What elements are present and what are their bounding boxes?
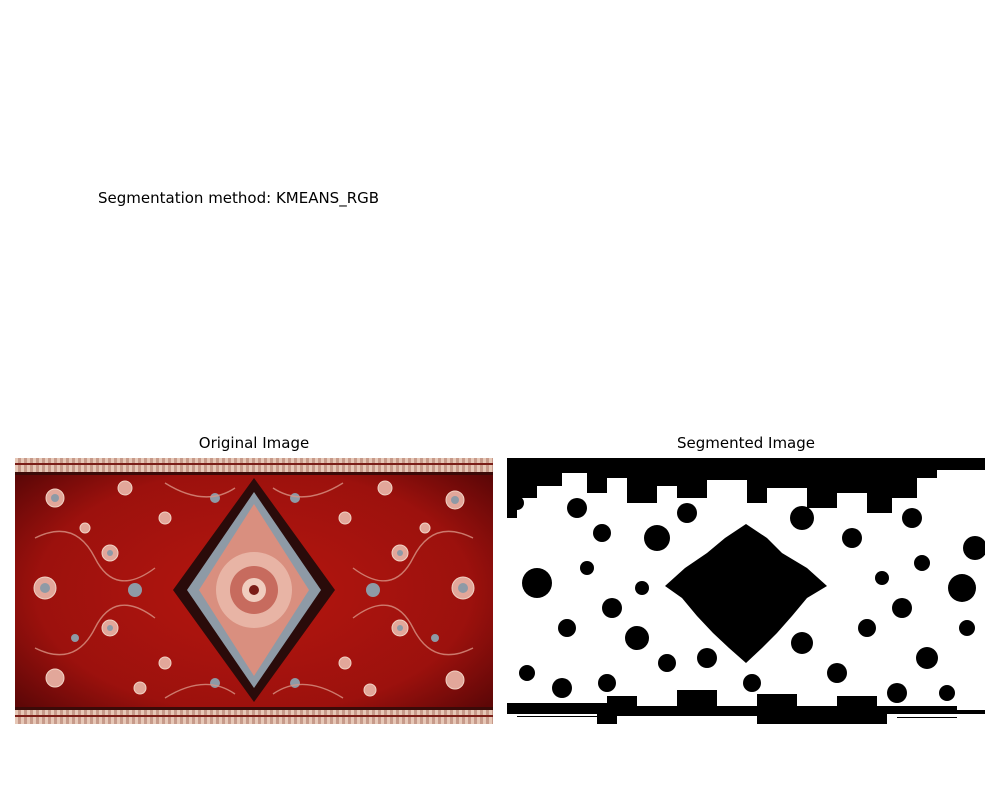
segmentation-mask [507,458,985,724]
original-image-title: Original Image [198,434,310,452]
original-image [15,458,493,724]
rug-illustration [15,458,493,724]
segmented-image-title: Segmented Image [677,434,815,452]
segmented-image [507,458,985,724]
segmentation-method-label: Segmentation method: KMEANS_RGB [98,189,380,207]
